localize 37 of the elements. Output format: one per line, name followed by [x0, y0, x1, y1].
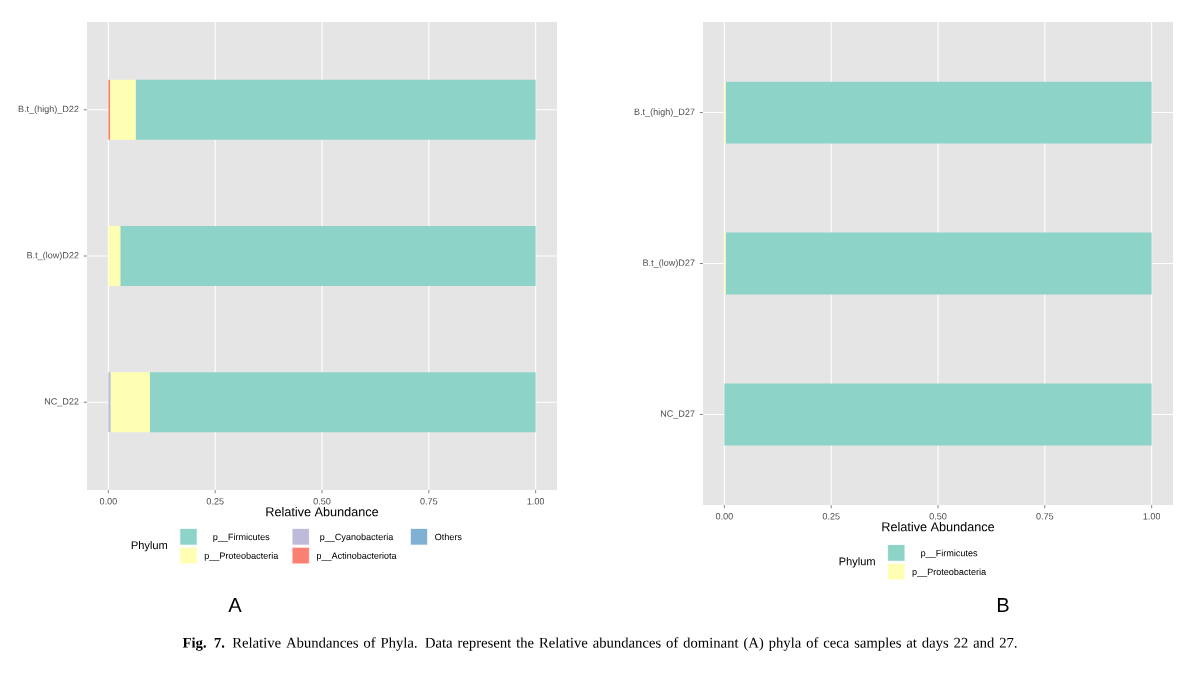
x-tick-label: 0.25 [822, 513, 840, 520]
bar [108, 372, 111, 433]
legend-label: p__Firmicutes [213, 533, 270, 542]
legend-label: p__Proteobacteria [204, 552, 279, 561]
legend-title: Phylum [839, 557, 875, 568]
x-tick-label: 1.00 [527, 498, 545, 505]
y-tick-label: NC_D22 [44, 398, 79, 407]
legend-label: p__Cyanobacteria [320, 533, 394, 542]
x-tick-label: 0.75 [1036, 513, 1054, 520]
bar [135, 79, 536, 140]
y-tick-label: B.t_(high)_D22 [18, 105, 79, 114]
bar [110, 79, 136, 140]
x-tick-label: 0.00 [715, 513, 733, 520]
legend-label: Others [435, 533, 462, 541]
legend-label: p__Actinobacteriota [317, 552, 397, 561]
x-tick-label: 0.50 [929, 513, 947, 520]
x-tick-label: 0.75 [420, 498, 438, 505]
x-tick-label: 0.25 [206, 498, 224, 505]
x-axis-title: Relative Abundance [882, 521, 995, 532]
text: B [997, 598, 1009, 612]
bar [108, 226, 121, 286]
x-axis-title: Relative Abundance [266, 506, 379, 517]
x-tick-label: 0.50 [313, 498, 331, 505]
text: A [228, 598, 242, 612]
bar [149, 372, 536, 433]
legend-label: p__Proteobacteria [912, 568, 987, 577]
y-tick-label: B.t_(low)D27 [643, 259, 695, 268]
x-tick-label: 0.00 [99, 498, 117, 505]
y-tick-label: NC_D27 [660, 410, 695, 419]
x-tick-label: 1.00 [1143, 513, 1161, 520]
y-tick-label: B.t_(high)_D27 [634, 108, 695, 117]
legend-title: Phylum [131, 541, 168, 552]
legend-label: p__Firmicutes [921, 549, 978, 559]
y-tick-label: B.t_(low)D22 [27, 251, 79, 261]
text: Fig. 7. Relative Abundances of Phyla. Data represent the Relative abundances of dominant (A) phyla of ceca samples at days 22 and 27. [182, 637, 1017, 651]
bar [110, 372, 150, 433]
bar [120, 226, 536, 286]
